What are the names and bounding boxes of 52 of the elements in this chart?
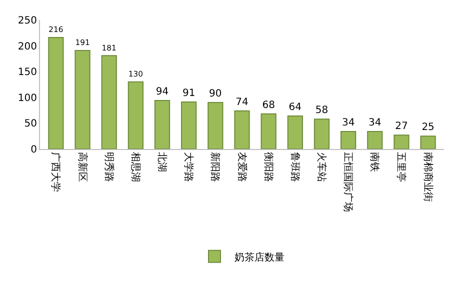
y-tick-label: 0: [30, 144, 37, 156]
x-tick-label: 新阳路: [209, 152, 222, 182]
x-tick-label: 明秀路: [102, 152, 115, 182]
bar: [181, 102, 197, 149]
x-tick-label: 衡阳路: [262, 152, 274, 182]
data-label: 191: [75, 38, 90, 48]
data-label: 27: [395, 121, 408, 132]
x-tick-label: 广西大学: [50, 152, 62, 192]
x-tick-label: 火车站: [315, 152, 328, 182]
bar: [340, 130, 356, 149]
data-label: 91: [182, 88, 196, 100]
x-tick-label: 正恒国际广场: [342, 152, 354, 212]
data-label: 25: [422, 122, 434, 134]
bar: [101, 55, 117, 149]
bar: [234, 110, 250, 149]
data-label: 34: [342, 117, 355, 128]
data-label: 181: [102, 43, 117, 52]
data-label: 34: [368, 117, 382, 128]
y-tick-label: 250: [18, 16, 37, 26]
x-tick-label: 北湖: [156, 152, 168, 172]
data-label: 94: [156, 86, 169, 98]
bar: [420, 136, 436, 149]
data-label: 90: [209, 88, 222, 100]
data-label: 58: [315, 105, 328, 116]
bar: [314, 118, 330, 149]
x-tick-label: 南铁: [368, 152, 381, 172]
x-tick-label: 大学路: [182, 152, 195, 182]
legend-label: 奶茶店数量: [234, 251, 284, 264]
x-tick-label: 鲁班路: [288, 152, 301, 182]
bar: [367, 130, 383, 149]
y-tick-label: 200: [18, 41, 37, 52]
data-label: 68: [262, 100, 275, 111]
data-label: 74: [236, 96, 248, 108]
x-tick-label: 南棉商业街: [422, 152, 434, 202]
bar: [394, 134, 410, 149]
bar: [260, 113, 276, 149]
x-tick-label: 相思湖: [129, 152, 142, 182]
y-tick-label: 100: [18, 92, 37, 104]
y-tick-label: 50: [24, 118, 37, 130]
x-tick-label: 五里亭: [395, 152, 408, 182]
bar: [48, 37, 64, 149]
y-tick-label: 150: [18, 67, 37, 78]
x-tick-label: 友爱路: [236, 152, 248, 182]
bar: [128, 81, 144, 149]
bar: [287, 115, 303, 149]
data-label: 64: [288, 102, 302, 113]
bar: [74, 50, 90, 149]
bar: [208, 102, 224, 149]
bar: [154, 100, 170, 149]
data-label: 130: [128, 70, 144, 79]
data-label: 216: [48, 25, 64, 34]
x-tick-label: 高新区: [76, 152, 88, 182]
